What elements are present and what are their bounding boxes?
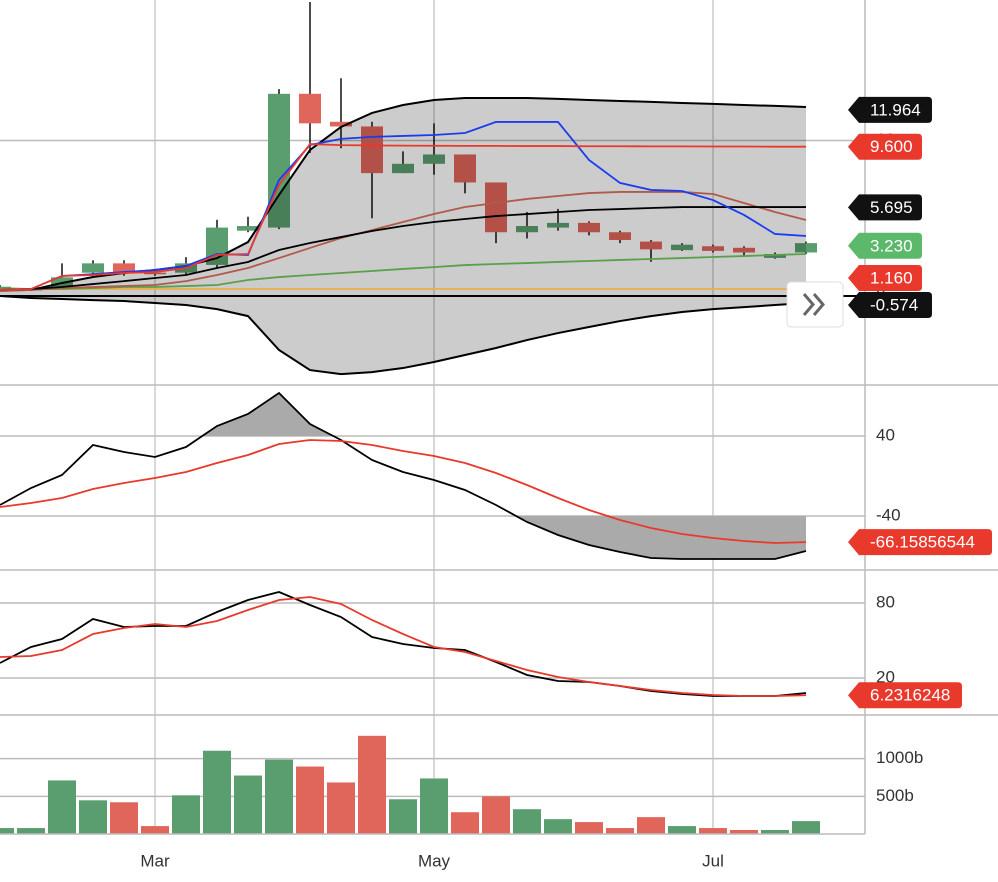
volume-bar xyxy=(668,826,696,834)
candle-body xyxy=(392,163,414,174)
value-badge xyxy=(848,682,962,709)
labels-layer: MarMayJul010-40402080500b1000b11.9649.60… xyxy=(140,96,992,870)
candle-body xyxy=(82,263,104,273)
value-badge xyxy=(848,194,922,221)
volume-bar xyxy=(234,775,262,834)
value-badge-label: 9.600 xyxy=(870,137,913,156)
x-tick-label: May xyxy=(418,851,451,870)
band-fill xyxy=(0,98,806,375)
volume-bar xyxy=(699,828,727,834)
candle-body xyxy=(113,263,135,273)
indicator-line xyxy=(0,143,806,291)
volume-bar xyxy=(327,782,355,834)
y-tick-label: 500b xyxy=(876,786,914,805)
value-badge-label: 11.964 xyxy=(870,100,921,119)
volume-bar xyxy=(172,795,200,834)
indicator-line xyxy=(0,206,806,291)
volume-bar xyxy=(48,780,76,834)
volume-bar xyxy=(203,750,231,834)
value-badge xyxy=(848,529,992,556)
volume-bar xyxy=(420,778,448,834)
candle-body xyxy=(299,93,321,124)
y-tick-label: -40 xyxy=(876,505,901,524)
y-tick-label: 40 xyxy=(876,425,895,444)
volume-bar xyxy=(792,821,820,834)
y-tick-label: 1000b xyxy=(876,748,923,767)
candle-body xyxy=(485,182,507,233)
marks-layer xyxy=(0,2,820,834)
volume-bar xyxy=(575,822,603,834)
candle-body xyxy=(330,121,352,127)
value-badge xyxy=(848,232,922,259)
volume-bar xyxy=(389,799,417,834)
candle-body xyxy=(795,243,817,253)
value-badge xyxy=(848,291,932,318)
candle-body xyxy=(609,232,631,241)
band-line xyxy=(0,295,807,376)
series-line xyxy=(0,591,807,697)
volume-bar xyxy=(730,830,758,834)
y-tick-label: 20 xyxy=(876,667,895,686)
scroll-button-bg[interactable] xyxy=(786,281,844,328)
candle-body xyxy=(671,244,693,251)
indicator-line xyxy=(0,253,807,290)
value-badge xyxy=(848,264,922,291)
volume-bar xyxy=(141,826,169,834)
volume-bar xyxy=(17,828,45,834)
indicator-line xyxy=(0,191,807,292)
series-line xyxy=(0,439,807,544)
candle-body xyxy=(764,254,786,258)
candle-body xyxy=(423,154,445,164)
value-badge-label: -0.574 xyxy=(870,295,918,314)
value-badge xyxy=(848,133,922,160)
candle-body xyxy=(640,241,662,250)
value-badge-label: 6.2316248 xyxy=(870,686,950,705)
candle-body xyxy=(702,246,724,251)
volume-bar xyxy=(358,735,386,834)
x-tick-label: Mar xyxy=(140,851,170,870)
volume-bar xyxy=(761,830,789,834)
volume-bar xyxy=(296,766,324,834)
series-line xyxy=(0,391,807,560)
volume-bar xyxy=(451,812,479,834)
candle-body xyxy=(733,247,755,253)
candle-body xyxy=(237,226,259,231)
candle-body xyxy=(144,272,166,275)
volume-bar xyxy=(79,800,107,834)
volume-bar xyxy=(0,828,14,834)
candle-body xyxy=(454,154,476,183)
candle-body xyxy=(547,222,569,228)
y-tick-label: 80 xyxy=(876,592,895,611)
candle-body xyxy=(578,222,600,233)
volume-bar xyxy=(482,796,510,834)
volume-bar xyxy=(513,809,541,834)
chevron-icon xyxy=(802,293,825,316)
x-tick-label: Jul xyxy=(702,851,724,870)
value-badge-label: 3.230 xyxy=(870,236,913,255)
candle-body xyxy=(516,226,538,233)
scroll-button[interactable] xyxy=(786,281,844,328)
volume-bar xyxy=(265,759,293,834)
value-badge xyxy=(848,96,932,123)
volume-bar xyxy=(637,817,665,834)
series-line xyxy=(0,596,807,697)
indicator-line xyxy=(0,121,807,291)
volume-bar xyxy=(606,828,634,834)
value-badge-label: 5.695 xyxy=(870,198,913,217)
value-badge-label: -66.15856544 xyxy=(870,533,975,552)
volume-bar xyxy=(544,819,572,834)
volume-bar xyxy=(110,802,138,834)
value-badge-label: 1.160 xyxy=(870,268,913,287)
